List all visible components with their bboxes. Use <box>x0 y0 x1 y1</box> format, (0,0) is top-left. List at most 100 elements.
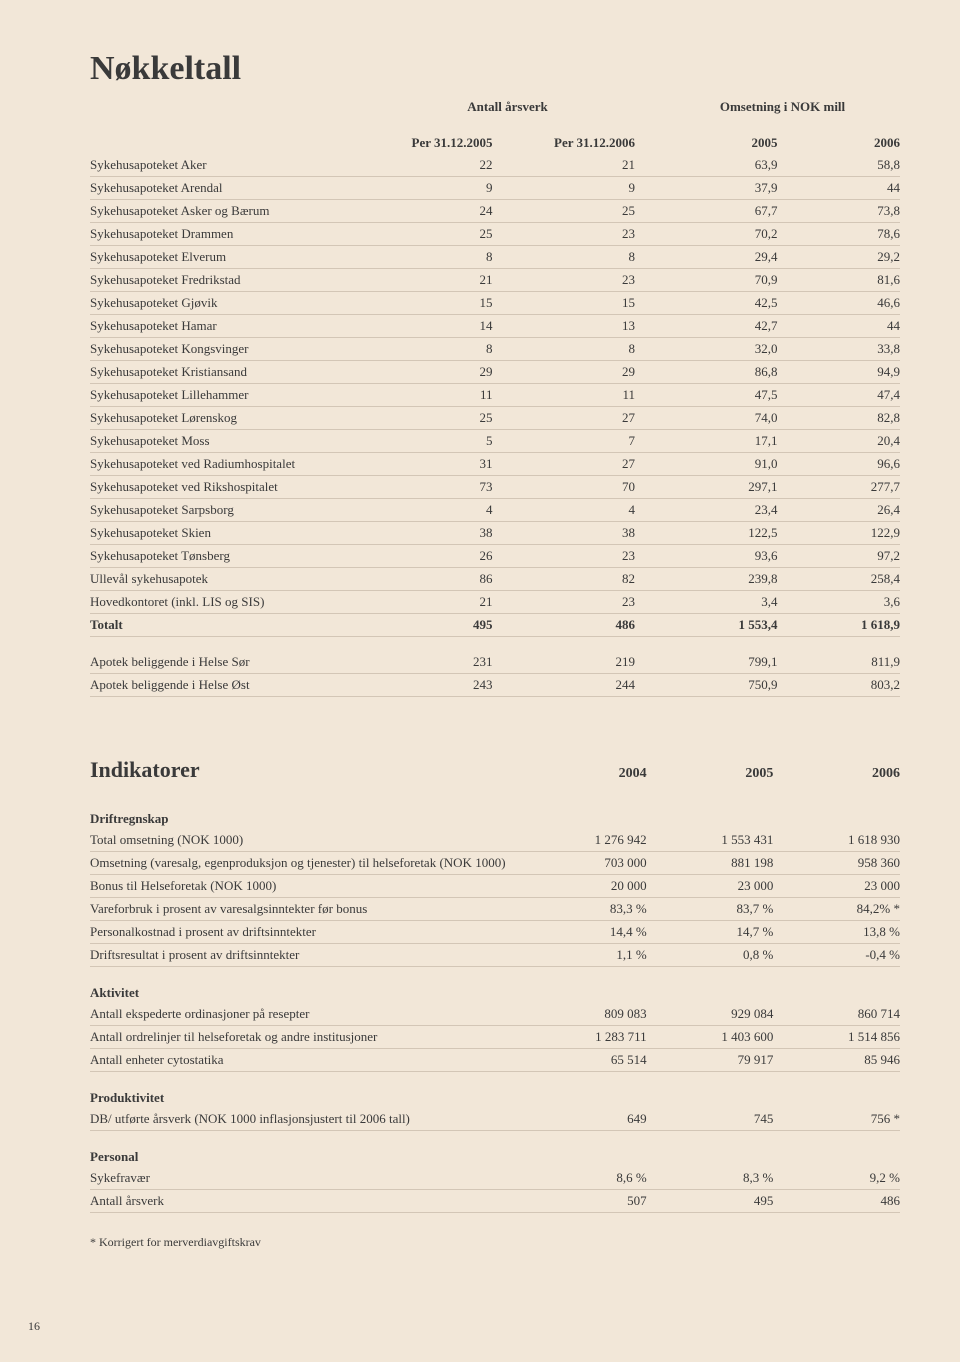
cell: 47,5 <box>675 384 798 406</box>
cell: 85 946 <box>783 1049 900 1071</box>
cell: 495 <box>657 1190 784 1212</box>
cell: 219 <box>533 651 676 673</box>
table-row: Personalkostnad i prosent av driftsinnte… <box>90 921 900 944</box>
row-label: Antall ordrelinjer til helseforetak og a… <box>90 1026 530 1048</box>
row-label: Hovedkontoret (inkl. LIS og SIS) <box>90 591 390 613</box>
table-row: Sykehusapoteket Asker og Bærum242567,773… <box>90 200 900 223</box>
table-row: Total omsetning (NOK 1000)1 276 9421 553… <box>90 829 900 852</box>
cell: 8,6 % <box>530 1167 657 1189</box>
cell: 70,2 <box>675 223 798 245</box>
cell: 7 <box>533 430 676 452</box>
cell: 47,4 <box>798 384 901 406</box>
cell: 4 <box>533 499 676 521</box>
cell: 25 <box>390 223 533 245</box>
table-row: Antall ordrelinjer til helseforetak og a… <box>90 1026 900 1049</box>
cell: 21 <box>533 154 676 176</box>
cell: 74,0 <box>675 407 798 429</box>
cell: 44 <box>798 315 901 337</box>
cell: 1 553 431 <box>657 829 784 851</box>
cell: 23 <box>533 591 676 613</box>
table-row: Sykehusapoteket Drammen252370,278,6 <box>90 223 900 246</box>
cell: 11 <box>533 384 676 406</box>
table-row: Sykehusapoteket Skien3838122,5122,9 <box>90 522 900 545</box>
row-label: Total omsetning (NOK 1000) <box>90 829 530 851</box>
super-header-row: Antall årsverk Omsetning i NOK mill <box>90 96 900 118</box>
cell: 63,9 <box>675 154 798 176</box>
cell: 23 <box>533 269 676 291</box>
cell: 42,7 <box>675 315 798 337</box>
row-label: Antall ekspederte ordinasjoner på resept… <box>90 1003 530 1025</box>
cell: 27 <box>533 407 676 429</box>
row-label: Apotek beliggende i Helse Øst <box>90 674 390 696</box>
row-label: Antall enheter cytostatika <box>90 1049 530 1071</box>
cell: 46,6 <box>798 292 901 314</box>
indikatorer-title: Indikatorer <box>90 757 530 783</box>
cell: 83,7 % <box>657 898 784 920</box>
cell: 93,6 <box>675 545 798 567</box>
col-header: 2005 <box>675 132 798 154</box>
cell: 881 198 <box>657 852 784 874</box>
row-label: Driftsresultat i prosent av driftsinntek… <box>90 944 530 966</box>
cell: 231 <box>390 651 533 673</box>
table-row: Sykehusapoteket Moss5717,120,4 <box>90 430 900 453</box>
cell: 703 000 <box>530 852 657 874</box>
cell: 23 <box>533 223 676 245</box>
cell: 5 <box>390 430 533 452</box>
table-row: Sykehusapoteket Fredrikstad212370,981,6 <box>90 269 900 292</box>
table-row: Sykehusapoteket Sarpsborg4423,426,4 <box>90 499 900 522</box>
cell: 65 514 <box>530 1049 657 1071</box>
cell: 29 <box>533 361 676 383</box>
cell: 86 <box>390 568 533 590</box>
table-row: Sykehusapoteket Gjøvik151542,546,6 <box>90 292 900 315</box>
row-label: Sykehusapoteket Asker og Bærum <box>90 200 390 222</box>
cell: 29,2 <box>798 246 901 268</box>
cell: 9,2 % <box>783 1167 900 1189</box>
cell: 9 <box>533 177 676 199</box>
cell: 42,5 <box>675 292 798 314</box>
cell: 750,9 <box>675 674 798 696</box>
cell: 97,2 <box>798 545 901 567</box>
cell: 37,9 <box>675 177 798 199</box>
indikatorer-section: Indikatorer 2004 2005 2006 Driftregnskap… <box>90 757 900 1213</box>
row-label: Sykehusapoteket Gjøvik <box>90 292 390 314</box>
cell: 1 618 930 <box>783 829 900 851</box>
cell: 21 <box>390 269 533 291</box>
row-label: Antall årsverk <box>90 1190 530 1212</box>
cell: 31 <box>390 453 533 475</box>
cell: 79 917 <box>657 1049 784 1071</box>
table-row: Hovedkontoret (inkl. LIS og SIS)21233,43… <box>90 591 900 614</box>
cell: 15 <box>533 292 676 314</box>
row-label: Sykehusapoteket ved Radiumhospitalet <box>90 453 390 475</box>
cell: 649 <box>530 1108 657 1130</box>
cell: 73 <box>390 476 533 498</box>
cell: 1 276 942 <box>530 829 657 851</box>
total-row: Totalt 495 486 1 553,4 1 618,9 <box>90 614 900 637</box>
cell: 67,7 <box>675 200 798 222</box>
row-label: Apotek beliggende i Helse Sør <box>90 651 390 673</box>
cell: 14,4 % <box>530 921 657 943</box>
table-row: Sykehusapoteket Elverum8829,429,2 <box>90 246 900 269</box>
cell: 70,9 <box>675 269 798 291</box>
cell: 15 <box>390 292 533 314</box>
cell: 86,8 <box>675 361 798 383</box>
super-header-2: Omsetning i NOK mill <box>665 96 900 118</box>
table-row: Antall årsverk507495486 <box>90 1190 900 1213</box>
cell: 809 083 <box>530 1003 657 1025</box>
super-header-1: Antall årsverk <box>390 96 625 118</box>
col-header: 2006 <box>798 132 901 154</box>
cell: 70 <box>533 476 676 498</box>
row-label: Personalkostnad i prosent av driftsinnte… <box>90 921 530 943</box>
cell: 9 <box>390 177 533 199</box>
table-row: Driftsresultat i prosent av driftsinntek… <box>90 944 900 967</box>
cell: 745 <box>657 1108 784 1130</box>
group-header: Driftregnskap <box>90 811 900 827</box>
table-row: Ullevål sykehusapotek8682239,8258,4 <box>90 568 900 591</box>
cell: 803,2 <box>798 674 901 696</box>
page-title: Nøkkeltall <box>90 50 900 88</box>
col-header: Per 31.12.2005 <box>390 132 533 154</box>
year-col: 2006 <box>783 766 900 782</box>
table-row: Sykehusapoteket Lillehammer111147,547,4 <box>90 384 900 407</box>
cell: 122,9 <box>798 522 901 544</box>
cell: 22 <box>390 154 533 176</box>
table-row: Sykehusapoteket Hamar141342,744 <box>90 315 900 338</box>
